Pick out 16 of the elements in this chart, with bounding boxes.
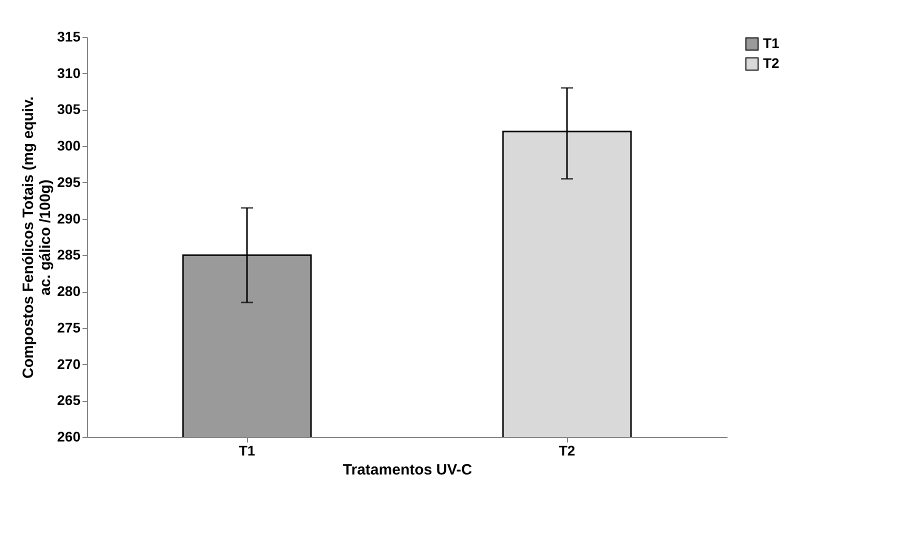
legend-label: T2 [763, 55, 780, 71]
y-tick-label: 315 [57, 28, 81, 44]
y-tick-label: 290 [57, 210, 81, 226]
y-tick-label: 280 [57, 283, 81, 300]
y-tick-label: 275 [57, 319, 81, 336]
legend-label: T1 [763, 35, 780, 51]
y-tick-label: 305 [57, 101, 81, 118]
y-tick-label: 260 [57, 428, 81, 444]
y-axis-title: Compostos Fenólicos Totais (mg equiv. ac. gálico /100g) [20, 96, 54, 378]
y-tick-label: 270 [57, 356, 81, 372]
y-tick-label: 265 [57, 392, 81, 408]
y-tick-label: 310 [57, 64, 81, 81]
x-axis-title: Tratamentos UV-C [342, 462, 472, 478]
y-tick-label: 285 [57, 246, 81, 263]
y-tick-label: 300 [57, 138, 81, 154]
y-tick-label: 295 [57, 174, 81, 190]
